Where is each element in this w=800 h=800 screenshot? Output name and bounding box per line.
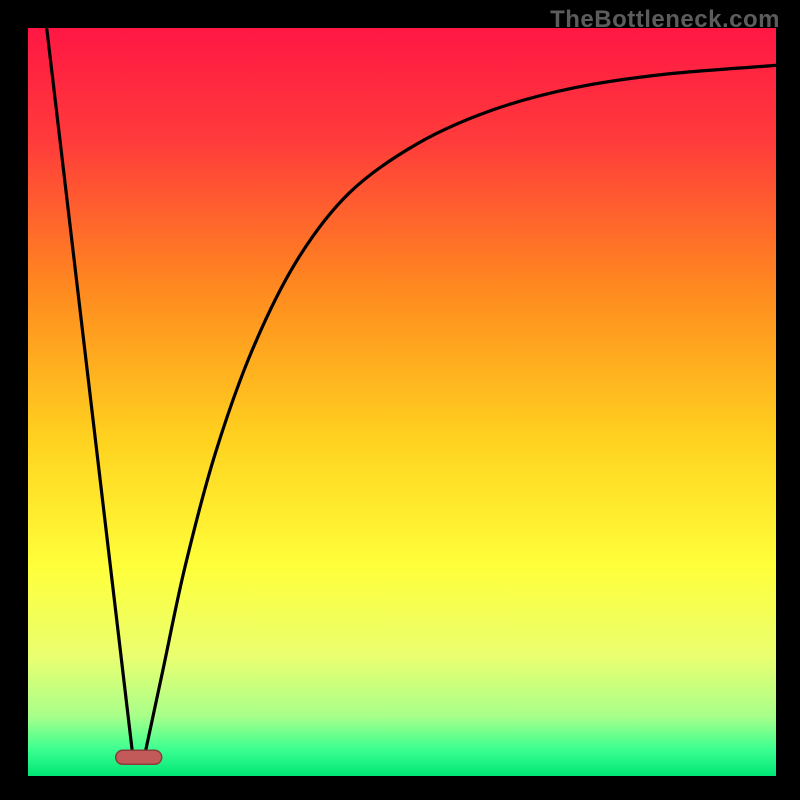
- gradient-background: [28, 28, 776, 776]
- minimum-marker: [116, 750, 162, 764]
- plot-svg: [28, 28, 776, 776]
- chart-container: TheBottleneck.com: [0, 0, 800, 800]
- plot-area: [28, 28, 776, 776]
